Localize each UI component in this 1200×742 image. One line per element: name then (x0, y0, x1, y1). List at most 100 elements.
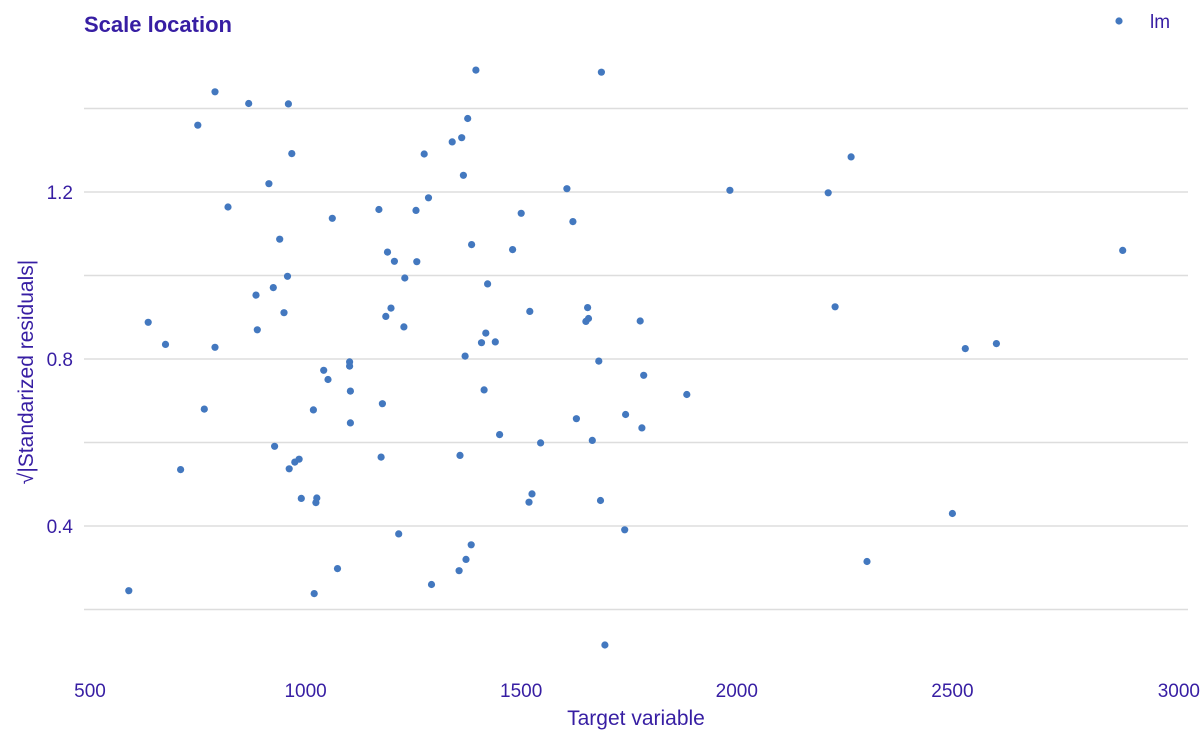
data-point (194, 121, 202, 129)
data-point (601, 641, 609, 649)
data-point (584, 314, 593, 323)
data-point (280, 309, 288, 317)
data-point (211, 88, 219, 96)
legend-marker (1115, 17, 1123, 25)
data-point (224, 203, 232, 211)
x-tick-label: 2500 (931, 681, 973, 702)
data-point (271, 442, 279, 450)
data-point (588, 436, 596, 444)
data-point (508, 246, 517, 254)
data-point (491, 338, 499, 346)
data-point (375, 205, 383, 214)
data-point (456, 451, 464, 459)
data-point (472, 66, 480, 74)
data-point (144, 318, 152, 326)
data-point (400, 323, 408, 331)
data-point (427, 580, 436, 589)
tick-labels: 500 1000 1500 2000 2500 3000 0.4 0.8 1.2 (47, 183, 1200, 702)
data-points (125, 66, 1127, 649)
data-point (455, 567, 463, 575)
data-point (390, 257, 398, 265)
data-point (484, 280, 492, 288)
data-point (161, 340, 170, 348)
data-point (269, 284, 277, 292)
data-point (378, 400, 386, 408)
data-point (383, 248, 392, 256)
data-point (459, 171, 467, 179)
data-point (412, 206, 420, 214)
data-point (211, 343, 219, 351)
data-point (622, 410, 630, 419)
data-point (420, 150, 428, 158)
data-point (285, 465, 293, 473)
data-point (265, 180, 273, 188)
data-point (638, 424, 646, 432)
data-point (597, 68, 606, 76)
data-point (572, 415, 581, 423)
data-point (377, 453, 385, 461)
data-point (328, 214, 336, 222)
x-tick-label: 500 (74, 681, 106, 702)
chart-title: Scale location (84, 12, 232, 37)
data-point (284, 100, 292, 108)
data-point (464, 114, 472, 123)
data-point (125, 587, 133, 595)
data-point (309, 406, 317, 414)
data-point (537, 439, 545, 447)
data-point (276, 235, 284, 243)
data-point (621, 526, 629, 534)
x-tick-label: 1000 (284, 681, 326, 702)
data-point (831, 303, 839, 311)
data-point (448, 138, 456, 146)
data-point (462, 555, 470, 564)
data-point (333, 565, 342, 573)
data-point (526, 307, 534, 315)
data-point (847, 153, 855, 161)
data-point (295, 455, 303, 463)
data-point (283, 272, 292, 280)
x-tick-label: 2000 (716, 681, 758, 702)
legend-label: lm (1150, 12, 1170, 33)
data-point (320, 366, 328, 374)
data-point (310, 590, 318, 598)
y-tick-label: 0.4 (47, 517, 74, 538)
data-point (496, 431, 504, 439)
data-point (726, 186, 734, 194)
data-point (401, 274, 409, 282)
data-point (313, 494, 321, 502)
data-point (563, 185, 571, 193)
data-point (468, 241, 476, 249)
data-point (245, 99, 253, 108)
data-point (477, 339, 486, 347)
data-point (324, 375, 332, 384)
gridlines (84, 107, 1188, 611)
data-point (992, 340, 1001, 348)
data-point (1119, 246, 1127, 254)
legend: lm (1115, 12, 1170, 33)
data-point (525, 498, 533, 506)
data-point (584, 304, 592, 312)
data-point (596, 496, 605, 505)
data-point (569, 218, 577, 226)
data-point (177, 466, 185, 474)
data-point (461, 352, 469, 360)
data-point (517, 209, 525, 217)
y-axis-title: √|Standarized residuals| (15, 260, 38, 484)
x-tick-label: 1500 (500, 681, 542, 702)
data-point (413, 258, 421, 266)
x-tick-label: 3000 (1158, 681, 1200, 702)
data-point (636, 317, 644, 325)
data-point (595, 357, 603, 365)
data-point (346, 358, 354, 366)
data-point (253, 326, 261, 334)
data-point (482, 329, 490, 337)
data-point (824, 189, 832, 197)
data-point (252, 291, 260, 299)
data-point (467, 541, 475, 549)
data-point (382, 312, 390, 320)
x-axis-title: Target variable (567, 707, 705, 730)
data-point (948, 509, 957, 518)
y-tick-label: 1.2 (47, 183, 73, 204)
data-point (288, 150, 296, 158)
